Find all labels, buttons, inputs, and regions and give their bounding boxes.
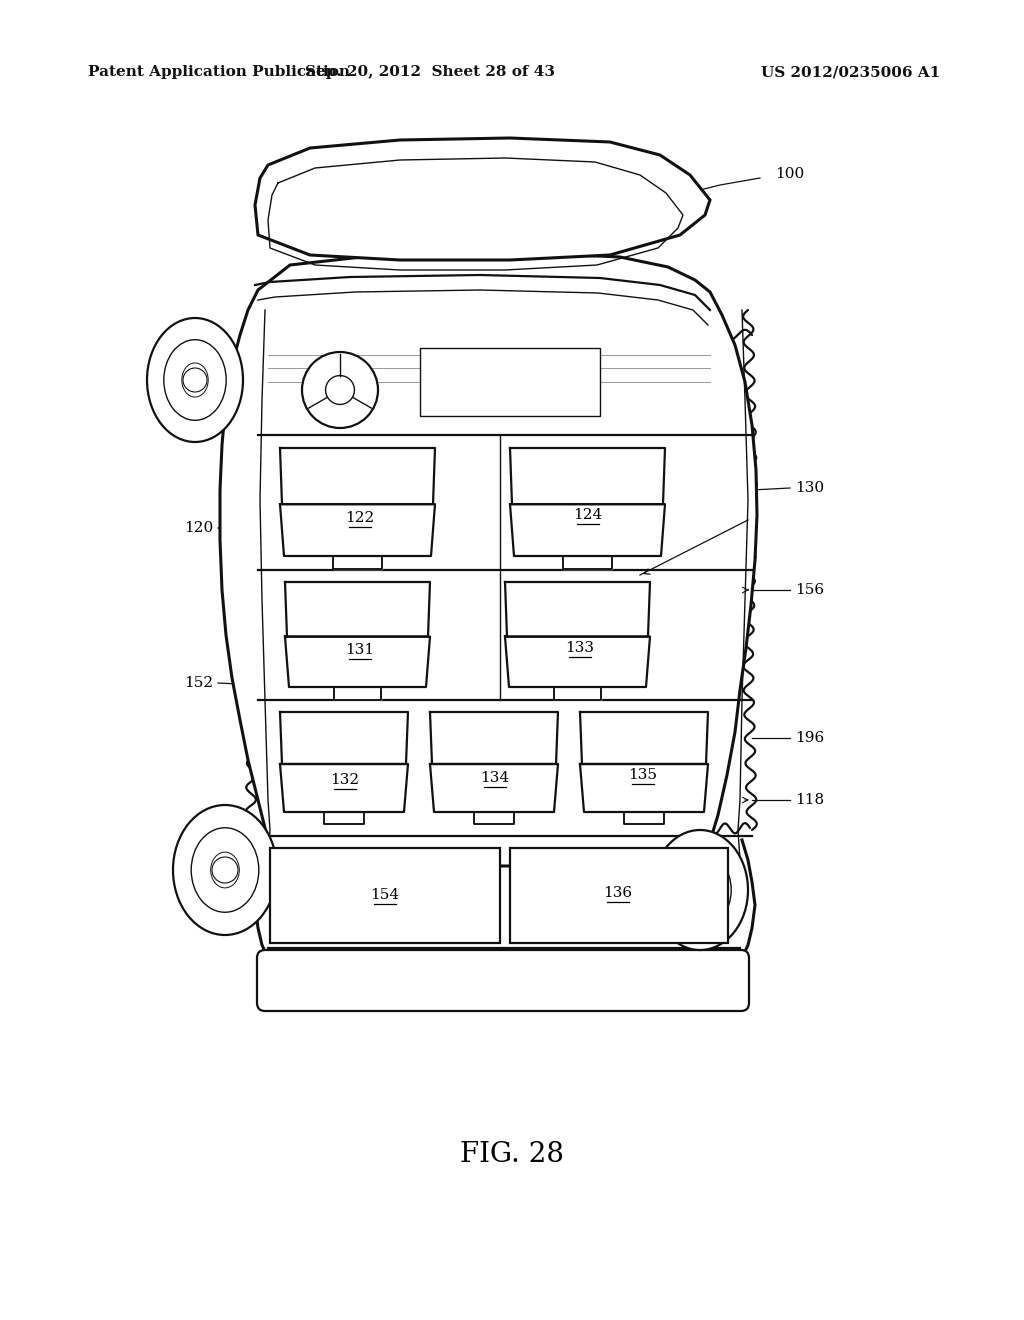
Polygon shape <box>255 139 710 260</box>
Text: 156: 156 <box>795 583 824 597</box>
Ellipse shape <box>173 805 278 935</box>
Text: 120: 120 <box>183 521 213 535</box>
Text: 135: 135 <box>629 768 657 781</box>
Text: 100: 100 <box>775 168 804 181</box>
Text: Patent Application Publication: Patent Application Publication <box>88 65 350 79</box>
Polygon shape <box>285 636 430 686</box>
Ellipse shape <box>182 363 208 397</box>
Text: 133: 133 <box>565 642 595 655</box>
Circle shape <box>302 352 378 428</box>
Text: 136: 136 <box>603 886 633 900</box>
Text: 154: 154 <box>371 888 399 902</box>
Polygon shape <box>510 447 665 504</box>
Text: 134: 134 <box>480 771 510 785</box>
Polygon shape <box>580 764 708 812</box>
Polygon shape <box>505 582 650 636</box>
Text: 152: 152 <box>184 676 213 690</box>
Text: 196: 196 <box>795 731 824 744</box>
Polygon shape <box>285 582 430 636</box>
Circle shape <box>688 878 712 902</box>
Ellipse shape <box>669 851 731 929</box>
Polygon shape <box>280 764 408 812</box>
Text: 132: 132 <box>331 774 359 787</box>
Polygon shape <box>473 812 514 824</box>
Polygon shape <box>580 711 708 764</box>
Polygon shape <box>505 636 650 686</box>
Polygon shape <box>280 711 408 764</box>
Polygon shape <box>333 556 382 569</box>
Text: US 2012/0235006 A1: US 2012/0235006 A1 <box>761 65 940 79</box>
Polygon shape <box>430 764 558 812</box>
FancyBboxPatch shape <box>257 950 749 1011</box>
Polygon shape <box>563 556 612 569</box>
Circle shape <box>212 857 238 883</box>
Text: 122: 122 <box>345 511 375 525</box>
Text: FIG. 28: FIG. 28 <box>460 1142 564 1168</box>
Text: 124: 124 <box>573 508 603 521</box>
Ellipse shape <box>652 830 748 950</box>
Ellipse shape <box>211 853 240 888</box>
Bar <box>420 348 600 416</box>
Polygon shape <box>324 812 365 824</box>
Text: 118: 118 <box>795 793 824 807</box>
Text: 131: 131 <box>345 643 375 657</box>
Polygon shape <box>220 252 757 866</box>
Circle shape <box>183 368 207 392</box>
Ellipse shape <box>687 874 713 907</box>
Polygon shape <box>334 686 381 700</box>
Text: 130: 130 <box>795 480 824 495</box>
Polygon shape <box>510 504 665 556</box>
Ellipse shape <box>191 828 259 912</box>
Polygon shape <box>624 812 665 824</box>
Circle shape <box>326 376 354 404</box>
Ellipse shape <box>147 318 243 442</box>
Bar <box>270 847 500 942</box>
Polygon shape <box>430 711 558 764</box>
Polygon shape <box>280 447 435 504</box>
Polygon shape <box>280 504 435 556</box>
Text: Sep. 20, 2012  Sheet 28 of 43: Sep. 20, 2012 Sheet 28 of 43 <box>305 65 555 79</box>
Bar <box>510 847 728 942</box>
Ellipse shape <box>164 339 226 420</box>
Polygon shape <box>554 686 601 700</box>
